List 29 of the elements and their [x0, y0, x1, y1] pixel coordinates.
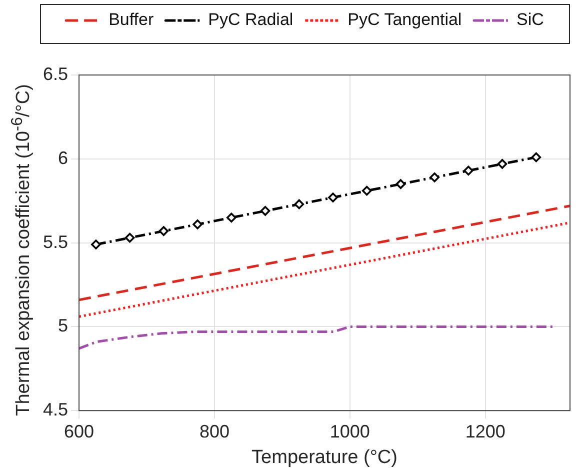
point	[158, 226, 169, 236]
x-tick-label: 1000	[330, 421, 370, 442]
point	[396, 179, 406, 189]
x-axis-title: Temperature (°C)	[252, 446, 398, 468]
y-tick-label: 6.5	[42, 64, 68, 84]
point	[192, 219, 202, 230]
y-tick-label: 5	[58, 316, 68, 336]
x-tick-label: 1200	[465, 421, 506, 442]
point	[464, 166, 474, 176]
line-series	[79, 325, 554, 350]
point	[497, 159, 508, 169]
point	[328, 192, 338, 202]
y-tick-label: 6	[58, 148, 68, 168]
point	[294, 199, 304, 210]
point	[260, 206, 270, 216]
legend-label: PyC Tangential	[348, 10, 462, 30]
point	[124, 232, 135, 243]
y-tick-label: 5.5	[42, 232, 68, 252]
point	[91, 240, 101, 250]
x-tick-label: 800	[199, 421, 230, 442]
x-tick-label: 600	[64, 421, 94, 442]
legend-label: Buffer	[108, 10, 154, 30]
point	[226, 212, 236, 223]
y-tick-label: 4.5	[42, 400, 68, 420]
point	[362, 186, 372, 196]
legend-label: PyC Radial	[208, 10, 294, 30]
point	[430, 172, 440, 182]
point	[531, 152, 542, 162]
legend-label: SiC	[516, 10, 544, 30]
